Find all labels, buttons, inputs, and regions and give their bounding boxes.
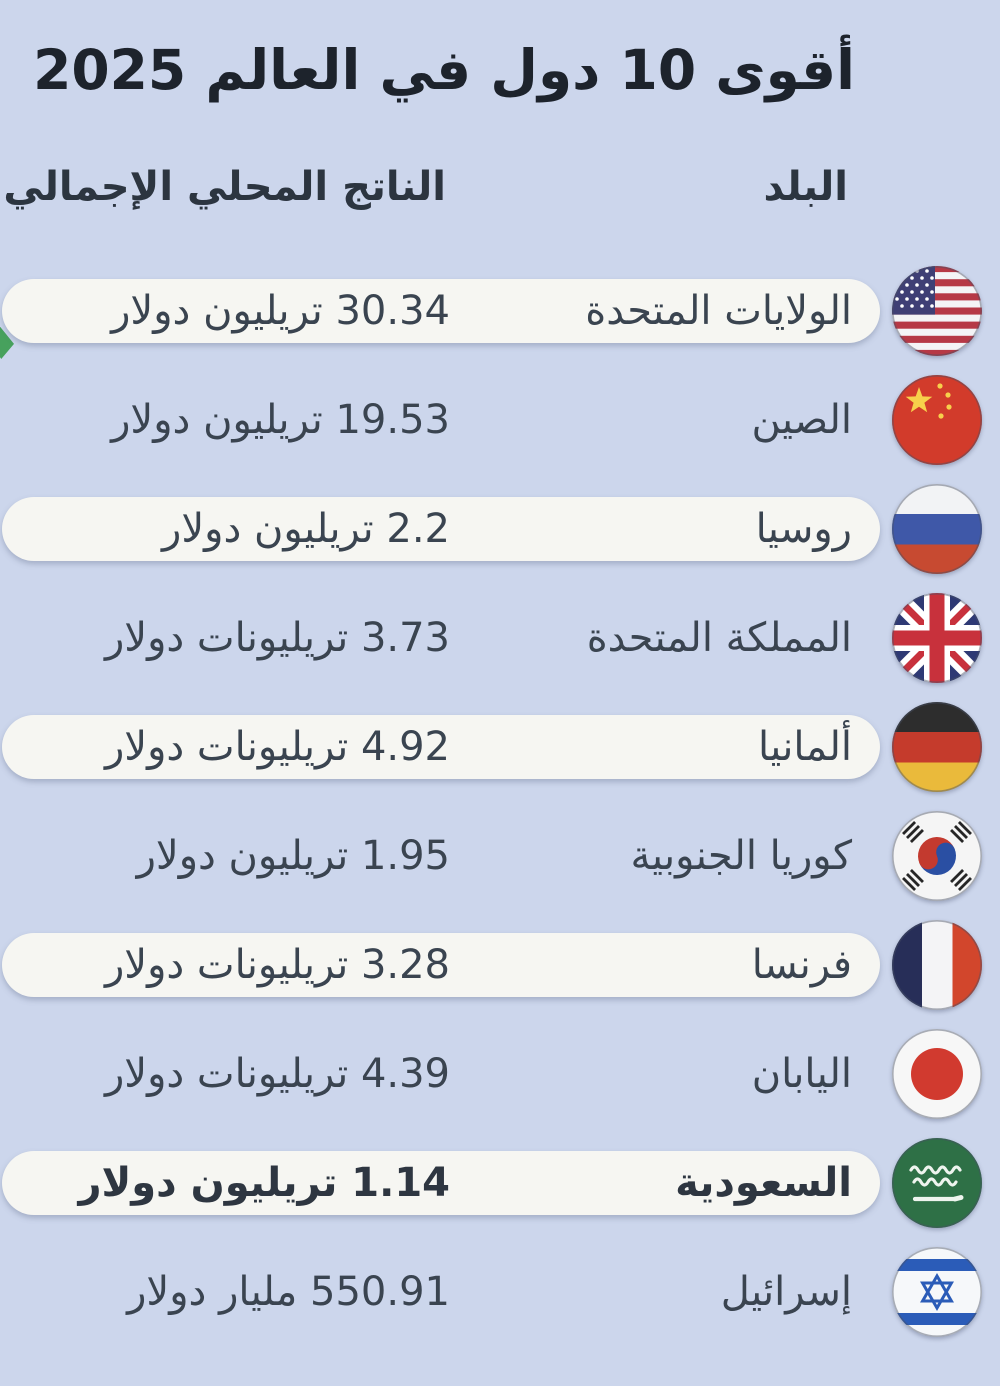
gdp-value: 4.39 تريليونات دولار <box>104 1050 450 1097</box>
country-name: كوريا الجنوبية <box>630 832 852 879</box>
united-kingdom-flag-icon <box>891 592 983 684</box>
gdp-value: 4.92 تريليونات دولار <box>104 723 450 770</box>
country-table: الولايات المتحدة 30.34 تريليون دولار <box>0 256 1000 1346</box>
russia-flag-icon <box>891 483 983 575</box>
japan-flag-icon <box>891 1028 983 1120</box>
israel-flag-icon <box>891 1246 983 1338</box>
china-flag-icon <box>891 374 983 466</box>
table-row: إسرائيل 550.91 مليار دولار <box>0 1237 1000 1346</box>
table-row: ألمانيا 4.92 تريليونات دولار <box>0 692 1000 801</box>
south-korea-flag-icon <box>891 810 983 902</box>
country-name: المملكة المتحدة <box>586 614 852 661</box>
gdp-value: 30.34 تريليون دولار <box>111 287 450 334</box>
gdp-value: 550.91 مليار دولار <box>127 1268 450 1315</box>
country-name: روسيا <box>755 505 852 552</box>
country-name: فرنسا <box>751 941 852 988</box>
table-row: اليابان 4.39 تريليونات دولار <box>0 1019 1000 1128</box>
row-highlight-pill <box>2 278 880 343</box>
table-row: روسيا 2.2 تريليون دولار <box>0 474 1000 583</box>
row-highlight-pill <box>2 1150 880 1215</box>
gdp-value: 1.95 تريليون دولار <box>136 832 450 879</box>
united-states-flag-icon <box>891 265 983 357</box>
country-name: الولايات المتحدة <box>585 287 852 334</box>
table-row: السعودية 1.14 تريليون دولار <box>0 1128 1000 1237</box>
table-row: المملكة المتحدة 3.73 تريليونات دولار <box>0 583 1000 692</box>
france-flag-icon <box>891 919 983 1011</box>
gdp-value: 1.14 تريليون دولار <box>78 1159 450 1206</box>
saudi-arabia-flag-icon <box>891 1137 983 1229</box>
germany-flag-icon <box>891 701 983 793</box>
table-row: كوريا الجنوبية 1.95 تريليون دولار <box>0 801 1000 910</box>
row-highlight-pill <box>2 932 880 997</box>
gdp-value: 3.73 تريليونات دولار <box>104 614 450 661</box>
gdp-value: 2.2 تريليون دولار <box>162 505 450 552</box>
column-header-gdp: الناتج المحلي الإجمالي <box>3 164 446 210</box>
table-row: فرنسا 3.28 تريليونات دولار <box>0 910 1000 1019</box>
page-title: أقوى 10 دول في العالم 2025 <box>33 38 855 102</box>
table-row: الولايات المتحدة 30.34 تريليون دولار <box>0 256 1000 365</box>
country-name: إسرائيل <box>720 1268 852 1315</box>
country-name: ألمانيا <box>757 723 852 770</box>
country-name: الصين <box>751 396 852 443</box>
row-highlight-pill <box>2 496 880 561</box>
gdp-value: 19.53 تريليون دولار <box>111 396 450 443</box>
country-name: اليابان <box>751 1050 852 1097</box>
table-row: الصين 19.53 تريليون دولار <box>0 365 1000 474</box>
gdp-value: 3.28 تريليونات دولار <box>104 941 450 988</box>
column-header-country: البلد <box>763 164 849 210</box>
country-name: السعودية <box>675 1159 852 1206</box>
row-highlight-pill <box>2 714 880 779</box>
